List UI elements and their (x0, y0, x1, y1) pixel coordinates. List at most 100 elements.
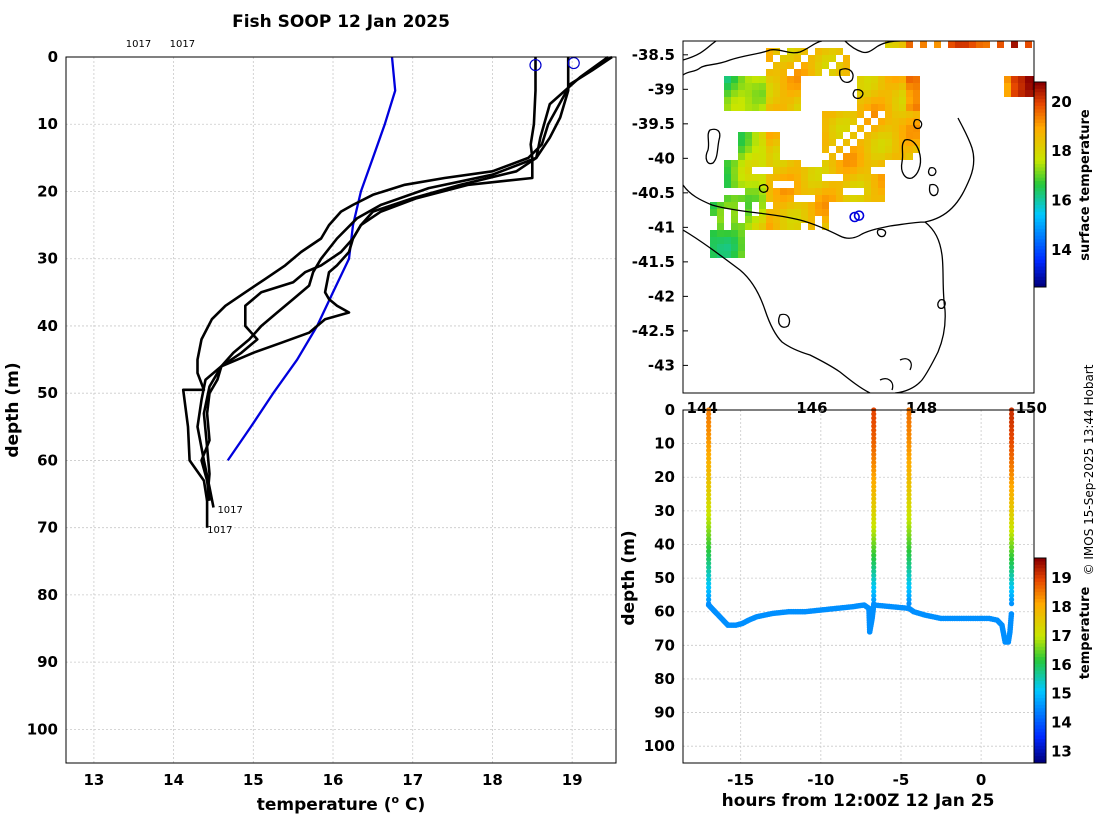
colorbar-segment (1034, 164, 1046, 168)
sst-pixel (738, 104, 745, 111)
sst-pixel (794, 223, 801, 230)
sst-pixel (787, 202, 794, 209)
sst-pixel (822, 55, 829, 62)
sst-pixel (836, 188, 843, 195)
colorbar-segment (1034, 82, 1046, 86)
cast-point (906, 411, 912, 417)
sst-pixel (857, 90, 864, 97)
colorbar-segment (1034, 235, 1046, 240)
sst-pixel (745, 97, 752, 104)
colorbar-segment (1034, 280, 1046, 285)
cast-point (1008, 597, 1015, 603)
sst-pixel (885, 41, 892, 48)
cast-point (706, 524, 712, 530)
cast-point (1008, 480, 1015, 486)
sst-pixel (773, 167, 780, 174)
sst-pixel (766, 160, 773, 167)
colorbar-segment (1034, 722, 1046, 726)
sst-pixel (843, 195, 850, 202)
sst-pixel (731, 83, 738, 90)
colorbar-segment (1034, 276, 1046, 281)
sst-pixel (738, 237, 745, 244)
cast-point (906, 463, 912, 470)
sst-pixel (836, 118, 843, 125)
sst-pixel (717, 223, 724, 230)
sst-pixel (836, 195, 843, 202)
sst-pixel (731, 202, 738, 209)
cast-point (1008, 524, 1015, 530)
sst-pixel (738, 153, 745, 160)
sst-pixel (864, 174, 871, 181)
sst-pixel (815, 188, 822, 195)
mainland-coast (683, 41, 901, 76)
cast-point (1008, 601, 1015, 607)
sst-pixel (773, 90, 780, 97)
temp-colorbar-tick: 16 (1051, 656, 1072, 674)
sst-pixel (899, 83, 906, 90)
sst-pixel (766, 223, 773, 230)
colorbar-segment (1034, 728, 1046, 733)
cast-point (871, 427, 877, 433)
sst-pixel (822, 111, 829, 118)
colorbar-segment (1034, 222, 1046, 226)
sst-pixel (738, 76, 745, 83)
sst-pixel (766, 55, 773, 62)
sst-pixel (864, 181, 871, 188)
sst-pixel (773, 223, 780, 230)
colorbar-segment (1034, 157, 1046, 162)
lon-tick-label: 144 (687, 399, 718, 417)
sst-pixel (731, 216, 738, 223)
sst-pixel (724, 230, 731, 237)
colorbar-segment (1034, 575, 1046, 579)
cast-point (1008, 423, 1015, 429)
sst-pixel (829, 55, 836, 62)
sst-pixel (857, 104, 864, 111)
cast-point (906, 427, 912, 433)
sst-pixel (955, 41, 962, 48)
sst-pixel (794, 97, 801, 104)
colorbar-segment (1034, 588, 1046, 593)
sst-pixel (808, 62, 815, 69)
cast-point (906, 528, 912, 534)
cast-point (906, 415, 912, 421)
sst-pixel (906, 125, 913, 132)
sst-pixel (871, 125, 878, 132)
lon-tick-label: 150 (1016, 399, 1047, 417)
cast-point (906, 597, 912, 603)
sst-pixel (857, 125, 864, 132)
sst-pixel (808, 69, 815, 76)
sst-pixel (878, 188, 885, 195)
sst-pixel (717, 251, 724, 258)
sst-pixel (815, 195, 822, 202)
sst-pixel (983, 41, 990, 48)
sst-pixel (815, 55, 822, 62)
colorbar-segment (1034, 102, 1046, 107)
time-depth-y-axis-label: depth (m) (619, 530, 639, 625)
sst-pixel (885, 118, 892, 125)
colorbar-segment (1034, 564, 1046, 569)
sst-pixel (780, 188, 787, 195)
colorbar-segment (1034, 283, 1046, 288)
colorbar-segment (1034, 756, 1046, 761)
sst-pixel (864, 153, 871, 160)
cast-point (906, 544, 912, 550)
sst-pixel (745, 90, 752, 97)
sst-pixel (906, 132, 913, 139)
colorbar-segment (1034, 208, 1046, 213)
lon-tick-label: 146 (796, 399, 827, 417)
colorbar-segment (1034, 711, 1046, 716)
sst-pixel (745, 139, 752, 146)
sst-pixel (885, 153, 892, 160)
sst-pixel (892, 125, 899, 132)
depth-tick-label: 40 (654, 535, 675, 553)
sst-pixel (808, 174, 815, 181)
time-tick-label: -10 (807, 771, 834, 789)
cast-point (706, 423, 712, 429)
sst-pixel (773, 104, 780, 111)
sst-pixel (885, 90, 892, 97)
sst-pixel (724, 104, 731, 111)
sst-pixel (864, 188, 871, 195)
colorbar-segment (1034, 742, 1046, 747)
sst-pixel (836, 146, 843, 153)
cast-point (906, 467, 912, 474)
